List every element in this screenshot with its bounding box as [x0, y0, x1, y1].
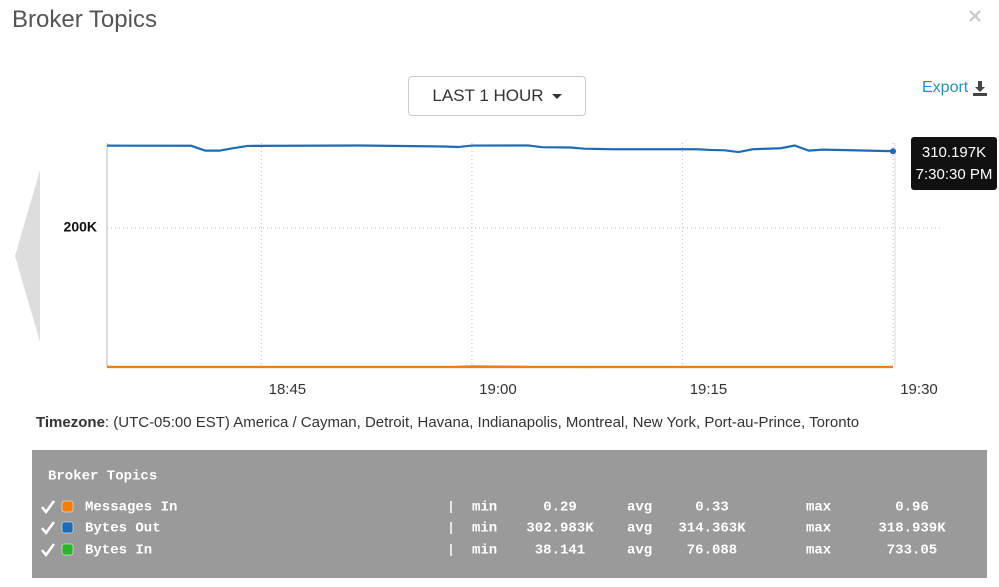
stat-label: avg — [627, 543, 652, 559]
chart: 200K 18:45 19:00 19:15 19:30 310.197K 7:30:30 … — [15, 137, 997, 398]
check-icon — [41, 521, 56, 536]
timezone: Timezone: (UTC-05:00 EST) America / Caym… — [36, 414, 859, 431]
series-line — [106, 144, 894, 154]
x-tick-label: 18:45 — [269, 381, 307, 398]
export-label: Export — [922, 79, 969, 96]
tooltip-time: 7:30:30 PM — [916, 166, 993, 183]
legend-name: Messages In — [85, 500, 177, 516]
legend-swatch — [61, 521, 74, 534]
stat-label: avg — [627, 521, 652, 537]
stat-label: min — [472, 500, 497, 516]
stat-value: 0.96 — [895, 500, 929, 516]
stat-label: max — [806, 500, 832, 516]
y-tick-label: 200K — [64, 219, 97, 235]
x-tick-label: 19:00 — [479, 381, 517, 398]
stat-value: 314.363K — [678, 521, 746, 537]
stat-label: avg — [627, 500, 652, 516]
legend-name: Bytes In — [85, 543, 152, 559]
stat-value: 38.141 — [535, 543, 585, 559]
range-dropdown[interactable]: LAST 1 HOUR — [408, 76, 586, 116]
timezone-text: : (UTC-05:00 EST) America / Cayman, Detr… — [104, 414, 860, 431]
download-icon — [973, 80, 988, 96]
close-button[interactable] — [968, 9, 982, 23]
timezone-label: Timezone — [36, 414, 105, 431]
stat-value: 318.939K — [878, 521, 946, 537]
range-label: LAST 1 HOUR — [432, 86, 544, 105]
tooltip — [911, 137, 997, 190]
stat-label: min — [472, 543, 497, 559]
summary-panel: Broker Topics Messages In min 0.29 avg 0.33 m… — [32, 450, 987, 578]
stat-value: 0.29 — [543, 500, 577, 516]
stat-label: min — [472, 521, 497, 537]
x-tick-label: 19:30 — [900, 381, 938, 398]
check-icon — [41, 543, 56, 558]
legend-name: Bytes Out — [85, 521, 161, 537]
hover-point — [890, 148, 896, 155]
legend-swatch — [61, 500, 74, 513]
summary-title: Broker Topics — [48, 469, 157, 485]
tooltip-value: 310.197K — [922, 144, 986, 161]
check-icon — [41, 500, 56, 515]
x-tick-label: 19:15 — [690, 381, 728, 398]
stat-label: max — [806, 543, 832, 559]
legend-swatch — [61, 543, 74, 556]
stat-value: 733.05 — [887, 543, 937, 559]
stat-value: 302.983K — [526, 521, 594, 537]
caret — [551, 93, 562, 99]
prev-arrow[interactable] — [15, 170, 40, 342]
export-button[interactable]: Export — [922, 79, 988, 97]
stat-value: 0.33 — [695, 500, 729, 516]
stat-value: 76.088 — [687, 543, 737, 559]
summary-content: Broker Topics Messages In min 0.29 avg 0.33 m… — [41, 469, 946, 559]
stat-label: max — [806, 521, 832, 537]
dialog-title: Broker Topics — [12, 6, 157, 33]
